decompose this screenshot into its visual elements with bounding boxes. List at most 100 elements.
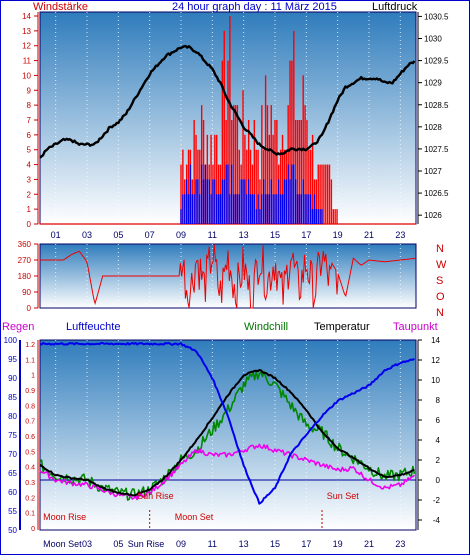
humidity-tick-label-95: 95 [8, 355, 17, 364]
wind-x-tick-label-23: 23 [395, 230, 405, 240]
pressure-tick-label-1027: 1027 [424, 167, 442, 176]
temperature-line [39, 369, 415, 497]
wind-x-tick-label-07: 07 [145, 230, 155, 240]
humidity-tick-label-90: 90 [8, 374, 17, 383]
wind-tick-label-12: 12 [22, 42, 31, 51]
header-left-label: Windstärke [33, 1, 88, 13]
pressure-tick-label-1026: 1026 [424, 211, 442, 220]
annotation-moon-set: Moon Set [43, 539, 82, 549]
humidity-tick-label-100: 100 [4, 336, 18, 345]
direction-tick-label-180: 180 [18, 272, 32, 281]
annotation-moon-rise: Moon Rise [43, 512, 86, 522]
windchill-line [39, 370, 416, 501]
pressure-tick-label-1028.5: 1028.5 [424, 101, 449, 110]
temperature-tick-label-10: 10 [431, 376, 440, 385]
pressure-series [39, 44, 416, 159]
compass-label-n: N [436, 307, 444, 319]
humidity-tick-label-65: 65 [8, 469, 17, 478]
rain-axis: 1.2 1.1 1 0.9 0.8 0.7 0.6 0.5 0.4 0.3 0.2 0.1 0 [25, 340, 39, 533]
wind-tick-label-5: 5 [27, 146, 32, 155]
temperature-axis: 14 12 10 8 6 4 2 0 -2 -4 [417, 336, 441, 530]
rain-tick-label-0: 0 [31, 526, 35, 533]
temperature-tick-label-0: 0 [436, 476, 441, 485]
rain-tick-label-0.5: 0.5 [25, 449, 35, 456]
wind-series [40, 16, 416, 225]
climate-series [39, 341, 416, 505]
humidity-tick-label-60: 60 [8, 488, 17, 497]
humidity-tick-label-75: 75 [8, 431, 17, 440]
wind-x-tick-label-19: 19 [333, 230, 343, 240]
legend-temperatur: Temperatur [314, 321, 370, 333]
compass-label-s: S [436, 275, 443, 287]
pressure-tick-label-1026.5: 1026.5 [424, 189, 449, 198]
wind-x-tick-label-03: 03 [82, 230, 92, 240]
wind-pressure-x-axis: 01 03 05 07 09 11 13 15 17 19 21 23 [51, 230, 406, 240]
wind-tick-label-6: 6 [27, 131, 32, 140]
climate-x-tick-label-21: 21 [364, 539, 374, 549]
pressure-tick-label-1030.5: 1030.5 [424, 12, 449, 21]
humidity-tick-label-80: 80 [8, 412, 17, 421]
wind-x-tick-label-15: 15 [270, 230, 280, 240]
rain-tick-label-1: 1 [31, 373, 35, 380]
rain-tick-label-0.7: 0.7 [25, 419, 35, 426]
climate-x-tick-label-13: 13 [239, 539, 249, 549]
climate-x-tick-label-19: 19 [333, 539, 343, 549]
direction-tick-label-90: 90 [22, 288, 31, 297]
wind-tick-label-13: 13 [22, 27, 31, 36]
rain-tick-label-0.9: 0.9 [25, 388, 35, 395]
legend-luftfeuchte: Luftfeuchte [66, 321, 120, 333]
climate-x-tick-label-09: 09 [176, 539, 186, 549]
temperature-tick-label--2: -2 [433, 496, 441, 505]
pressure-tick-label-1029: 1029 [424, 79, 442, 88]
direction-tick-label-360: 360 [18, 240, 32, 249]
wind-tick-label-14: 14 [22, 12, 31, 21]
humidity-tick-label-70: 70 [8, 450, 17, 459]
humidity-line [39, 341, 415, 505]
annotation-sun-rise: Sun Rise [137, 491, 174, 501]
humidity-tick-label-55: 55 [8, 507, 17, 516]
wind-x-tick-label-17: 17 [301, 230, 311, 240]
wind-tick-label-3: 3 [27, 175, 32, 184]
temperature-tick-label-2: 2 [436, 456, 441, 465]
temperature-tick-label-6: 6 [436, 416, 441, 425]
wind-tick-label-11: 11 [23, 57, 32, 66]
annotation-sun-rise: Sun Rise [128, 539, 165, 549]
climate-plot-area [39, 339, 417, 531]
humidity-tick-label-85: 85 [8, 393, 17, 402]
climate-x-tick-label-15: 15 [270, 539, 280, 549]
climate-x-tick-label-23: 23 [395, 539, 405, 549]
legend-regen: Regen [2, 321, 34, 333]
direction-tick-label-270: 270 [18, 256, 32, 265]
pressure-line [39, 44, 416, 159]
rain-tick-label-0.6: 0.6 [25, 434, 35, 441]
rain-tick-label-1.2: 1.2 [25, 342, 35, 349]
rain-tick-label-0.4: 0.4 [25, 465, 35, 472]
climate-x-axis: 03 05 09 11 13 15 17 19 21 23 [82, 539, 405, 549]
wind-tick-label-0: 0 [27, 220, 32, 229]
wind-tick-label-8: 8 [27, 101, 32, 110]
temperature-tick-label-12: 12 [431, 356, 440, 365]
direction-tick-label-0: 0 [27, 304, 32, 313]
pressure-axis: 1026 1026.5 1027 1027.5 1028 1028.5 1029 1029.5… [417, 12, 449, 224]
temperature-tick-label--4: -4 [433, 516, 441, 525]
wind-tick-label-7: 7 [27, 116, 32, 125]
wind-direction-line [40, 244, 417, 309]
pressure-tick-label-1027.5: 1027.5 [424, 145, 449, 154]
climate-x-tick-label-03: 03 [82, 539, 92, 549]
humidity-tick-label-50: 50 [8, 526, 17, 535]
astronomy-annotations: Moon Rise Sun Rise Moon Set Sun Set Moon Set… [43, 491, 359, 549]
wind-tick-label-2: 2 [27, 190, 32, 199]
header-title: 24 hour graph day : 11 März 2015 [172, 1, 337, 13]
climate-x-tick-label-17: 17 [301, 539, 311, 549]
wind-tick-label-4: 4 [27, 161, 32, 170]
wind-x-tick-label-09: 09 [176, 230, 186, 240]
wind-tick-label-9: 9 [27, 86, 32, 95]
temperature-tick-label-4: 4 [436, 436, 441, 445]
annotation-moon-set: Moon Set [175, 512, 214, 522]
humidity-axis: 100 95 90 85 80 75 70 65 60 55 50 [4, 336, 21, 535]
dewpoint-line [39, 443, 415, 501]
